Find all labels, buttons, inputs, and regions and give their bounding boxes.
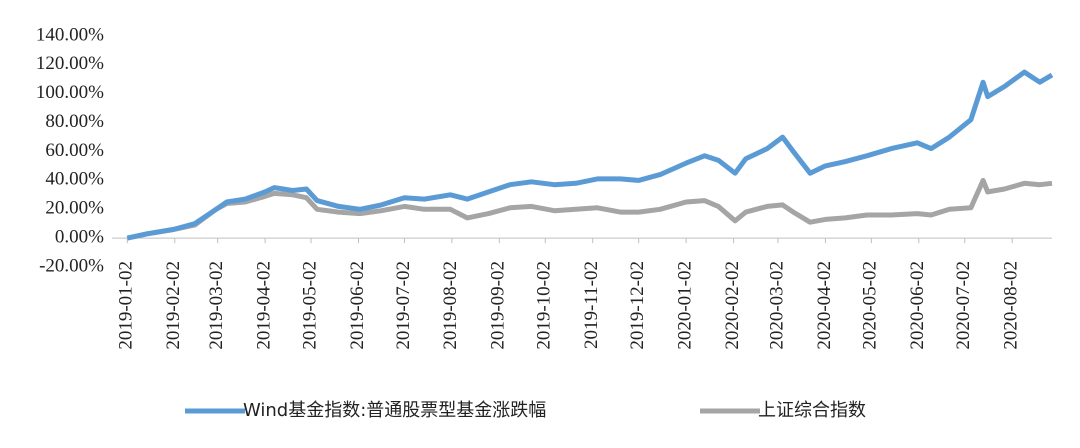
y-tick-label: 80.00% bbox=[45, 111, 104, 132]
y-tick-label: 100.00% bbox=[36, 82, 104, 103]
x-tick-label: 2019-08-02 bbox=[440, 261, 461, 350]
x-tick-label: 2019-11-02 bbox=[581, 261, 602, 349]
legend-label: Wind基金指数:普通股票型基金涨跌幅 bbox=[243, 400, 546, 421]
x-tick-label: 2019-06-02 bbox=[347, 261, 368, 350]
y-tick-label: 140.00% bbox=[36, 24, 104, 45]
legend-label: 上证综合指数 bbox=[758, 400, 866, 421]
x-tick-label: 2020-07-02 bbox=[953, 261, 974, 350]
x-tick-label: 2019-02-02 bbox=[163, 261, 184, 350]
x-tick-label: 2019-03-02 bbox=[206, 261, 227, 350]
y-tick-label: 120.00% bbox=[36, 53, 104, 74]
x-tick-label: 2019-12-02 bbox=[627, 261, 648, 350]
y-tick-label: 0.00% bbox=[55, 226, 104, 247]
x-tick-label: 2019-10-02 bbox=[534, 261, 555, 350]
y-tick-label: 40.00% bbox=[45, 169, 104, 190]
x-tick-label: 2019-04-02 bbox=[253, 261, 274, 350]
x-tick-label: 2020-03-02 bbox=[766, 261, 787, 350]
x-tick-label: 2019-07-02 bbox=[393, 261, 414, 350]
x-tick-label: 2020-01-02 bbox=[674, 261, 695, 350]
x-tick-label: 2020-06-02 bbox=[907, 261, 928, 350]
x-tick-label: 2020-04-02 bbox=[814, 261, 835, 350]
x-tick-label: 2019-09-02 bbox=[488, 261, 509, 350]
x-tick-label: 2019-05-02 bbox=[299, 261, 320, 350]
x-tick-label: 2020-08-02 bbox=[1001, 261, 1022, 350]
series-line bbox=[126, 177, 1053, 241]
x-tick-label: 2020-02-02 bbox=[722, 261, 743, 350]
y-tick-label: 60.00% bbox=[45, 140, 104, 161]
x-tick-label: 2020-05-02 bbox=[860, 261, 881, 350]
y-tick-label: -20.00% bbox=[39, 255, 104, 276]
series-line bbox=[126, 69, 1054, 241]
y-tick-label: 20.00% bbox=[45, 198, 104, 219]
x-tick-label: 2019-01-02 bbox=[116, 261, 137, 350]
